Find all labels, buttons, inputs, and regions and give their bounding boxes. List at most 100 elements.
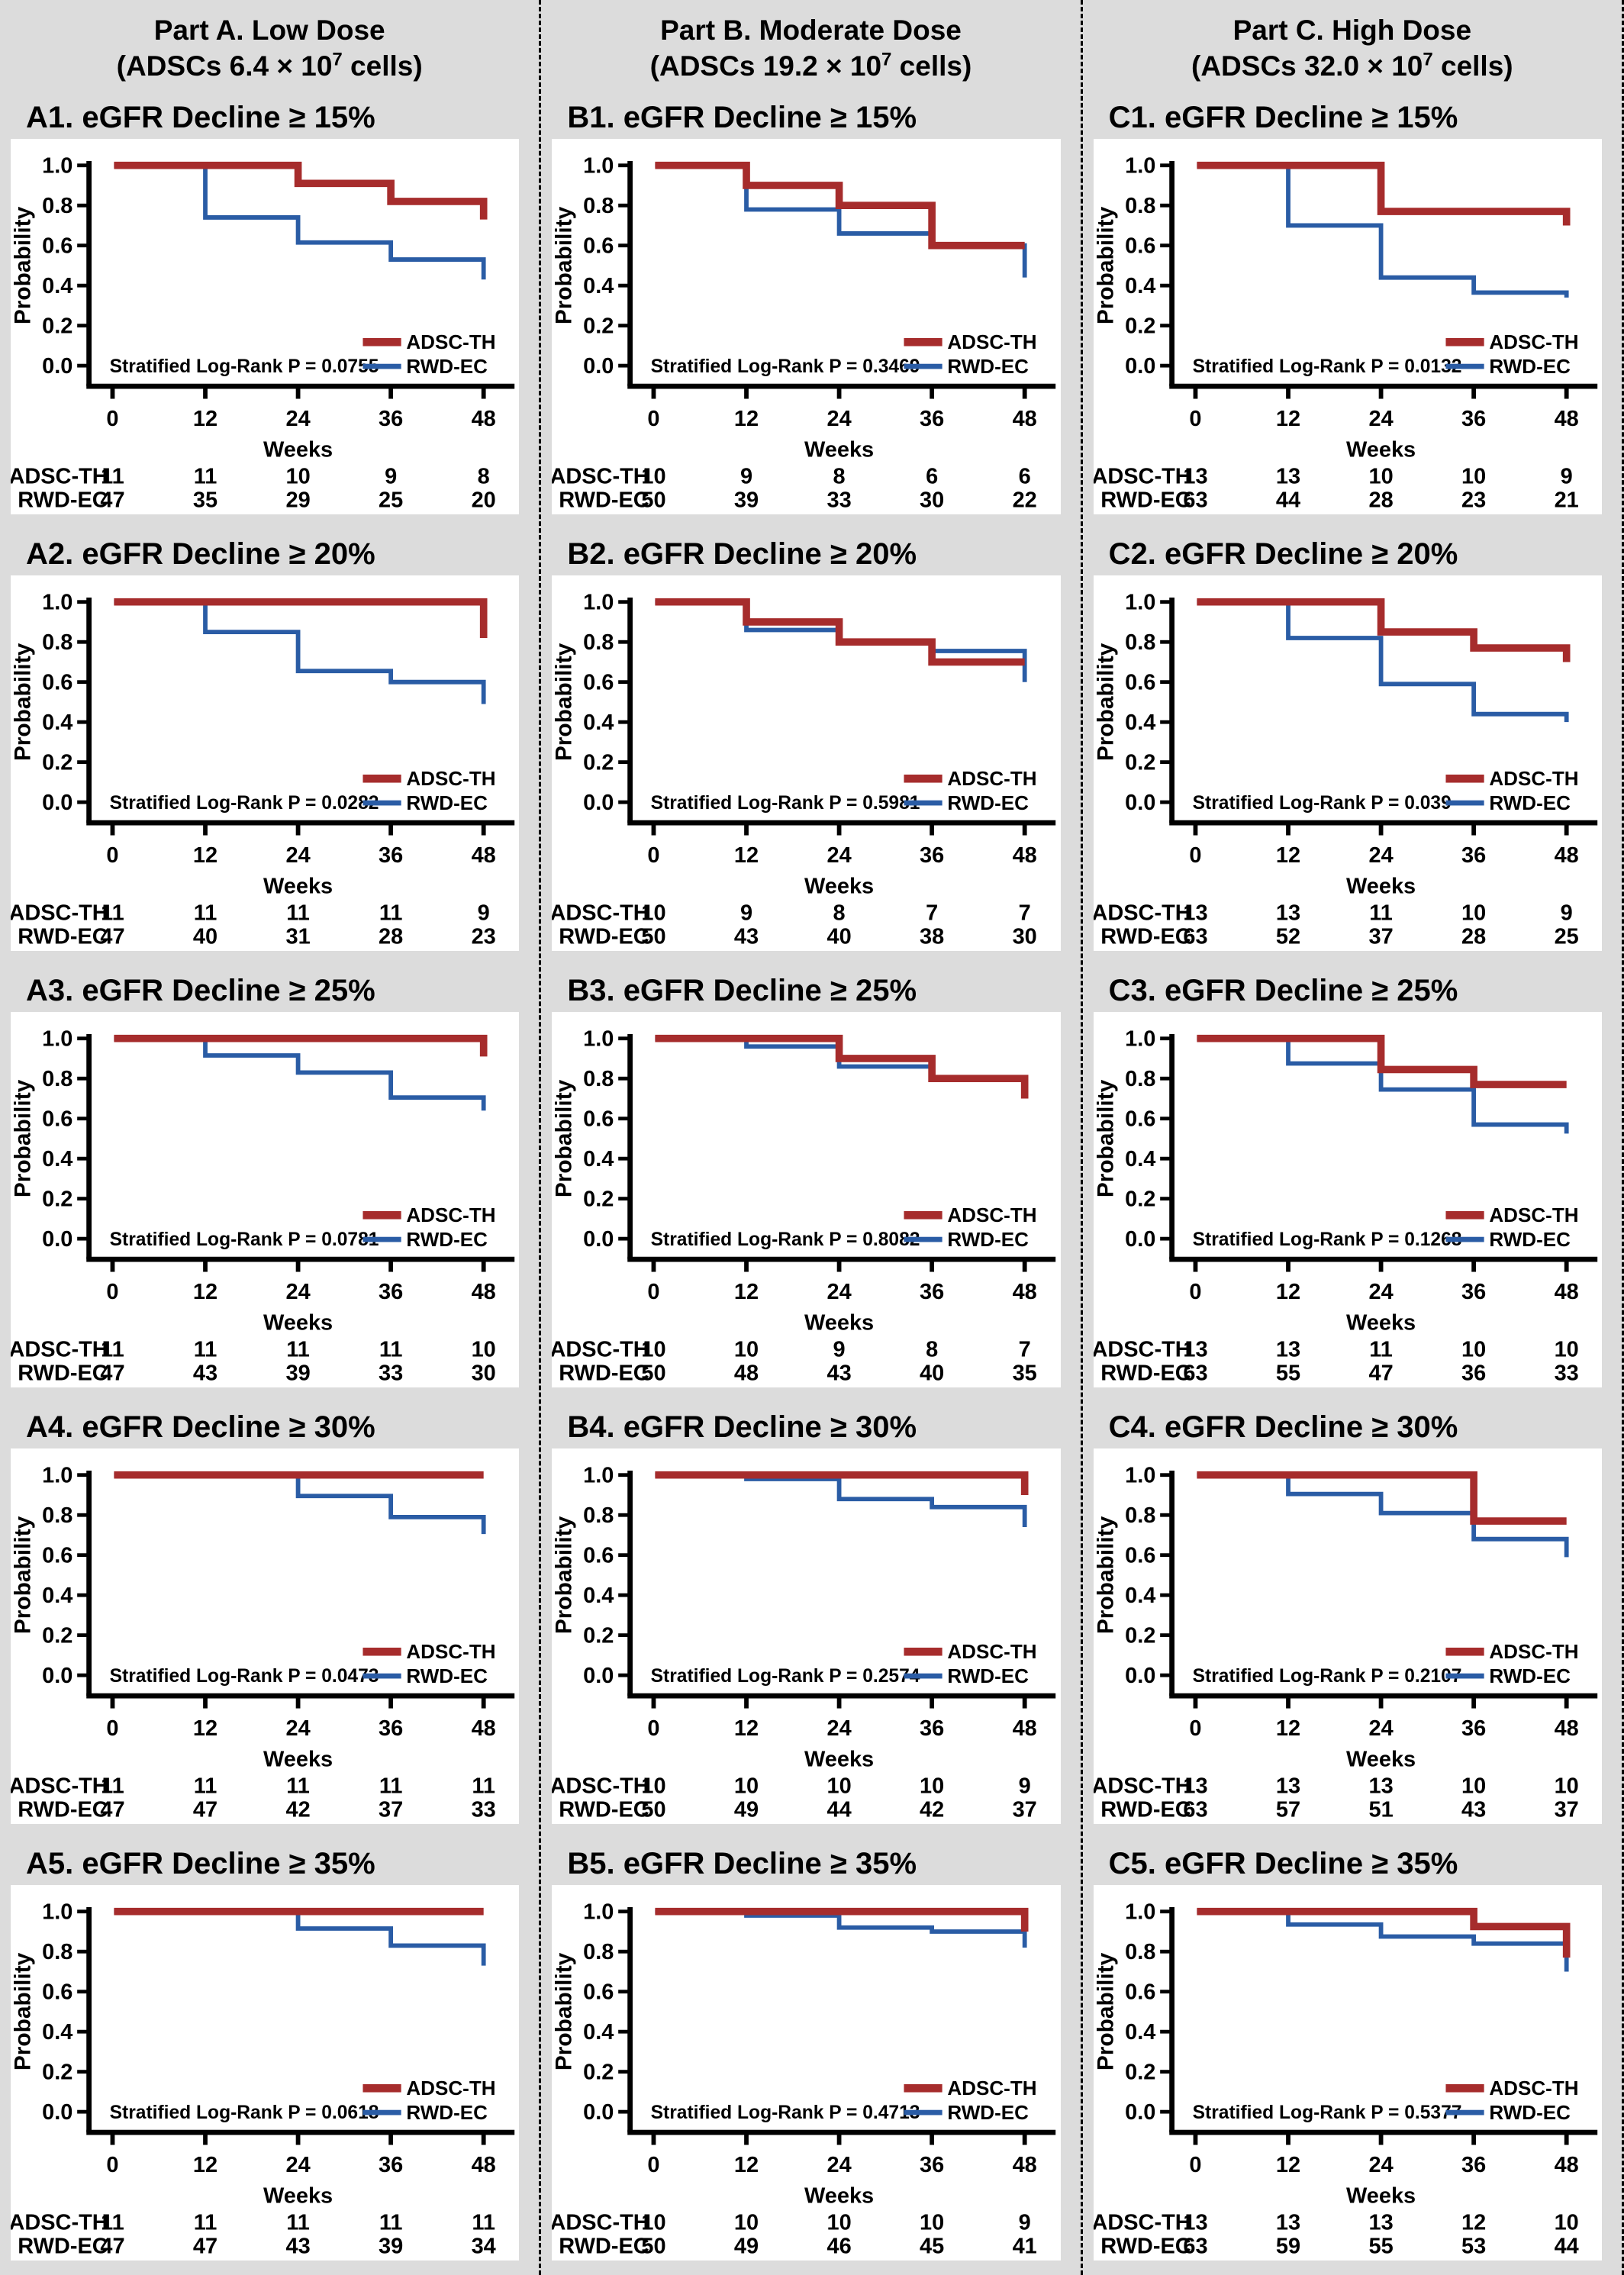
- panel-title: B5. eGFR Decline ≥ 35%: [567, 1847, 917, 1880]
- x-tick-label: 24: [1368, 1716, 1393, 1741]
- x-tick-label: 12: [193, 1280, 218, 1304]
- plot-card: 1.0 0.8 0.6 0.4 0.2 0.0 0 12 24 36 48 Probability We…: [1093, 139, 1602, 514]
- risk-row-adsc-label: ADSC-TH: [1094, 1337, 1191, 1361]
- x-tick-label: 12: [193, 843, 218, 868]
- logrank-p-text: Stratified Log-Rank P = 0.039: [1192, 793, 1451, 814]
- legend-adsc-label: ADSC-TH: [948, 2077, 1037, 2099]
- x-tick-label: 24: [285, 407, 310, 431]
- at-risk-count: 7: [1019, 1337, 1031, 1361]
- at-risk-count: 6: [926, 464, 938, 488]
- y-tick-label: 0.4: [583, 2020, 614, 2045]
- legend-adsc-swatch: [904, 1210, 942, 1220]
- y-tick-label: 0.8: [42, 1940, 72, 1964]
- legend-adsc-swatch: [1445, 1647, 1484, 1656]
- at-risk-count: 11: [1369, 901, 1393, 925]
- at-risk-count: 10: [1461, 1337, 1486, 1361]
- y-tick-label: 0.6: [42, 670, 72, 694]
- at-risk-count: 38: [920, 924, 944, 949]
- y-tick-label: 0.0: [42, 791, 72, 815]
- y-tick-label: 0.2: [42, 1623, 72, 1648]
- legend-adsc-swatch: [1445, 337, 1484, 346]
- x-tick-label: 48: [472, 1716, 496, 1741]
- at-risk-count: 43: [1461, 1797, 1486, 1822]
- x-tick-label: 36: [920, 407, 944, 431]
- x-tick-label: 12: [1276, 1716, 1300, 1741]
- weeks-axis-label: Weeks: [1346, 438, 1416, 462]
- legend-rwd-swatch: [904, 2109, 942, 2115]
- rwd-ec-curve: [114, 163, 486, 280]
- legend-adsc-swatch: [362, 337, 401, 346]
- logrank-p-prefix: Stratified Log-Rank P =: [1192, 1229, 1404, 1250]
- y-tick-label: 0.8: [583, 1940, 614, 1964]
- legend-adsc-swatch: [1445, 2083, 1484, 2093]
- weeks-axis-label: Weeks: [1346, 875, 1416, 899]
- y-tick-label: 0.2: [42, 314, 72, 338]
- at-risk-count: 34: [472, 2234, 496, 2258]
- km-chart-svg: 1.0 0.8 0.6 0.4 0.2 0.0 0 12 24 36 48 Probability We…: [1094, 590, 1597, 949]
- y-tick-label: 0.6: [42, 1543, 72, 1568]
- y-tick-label: 0.2: [583, 1623, 614, 1648]
- legend-adsc-label: ADSC-TH: [1489, 2077, 1578, 2099]
- legend-adsc-swatch: [1445, 774, 1484, 783]
- at-risk-count: 43: [734, 924, 759, 949]
- at-risk-count: 13: [1183, 464, 1207, 488]
- x-tick-label: 36: [920, 2153, 944, 2177]
- logrank-p-text: Stratified Log-Rank P = 0.2574: [651, 1666, 920, 1687]
- at-risk-count: 37: [1013, 1797, 1037, 1822]
- y-tick-label: 0.8: [583, 1067, 614, 1091]
- at-risk-count: 11: [194, 1337, 218, 1361]
- y-tick-label: 0.4: [583, 1584, 614, 1608]
- at-risk-count: 7: [1019, 901, 1031, 925]
- weeks-axis-label: Weeks: [263, 1311, 333, 1336]
- y-tick-label: 0.6: [583, 670, 614, 694]
- logrank-p-text: Stratified Log-Rank P = 0.4713: [651, 2103, 920, 2123]
- legend-rwd-label: RWD-EC: [1489, 2101, 1571, 2124]
- y-tick-label: 0.4: [583, 1147, 614, 1171]
- y-tick-label: 0.6: [583, 1107, 614, 1131]
- at-risk-count: 49: [734, 2234, 759, 2258]
- at-risk-count: 28: [1368, 488, 1393, 512]
- at-risk-count: 50: [642, 2234, 666, 2258]
- at-risk-count: 11: [101, 1774, 124, 1798]
- at-risk-count: 11: [101, 2210, 124, 2235]
- x-tick-label: 24: [1368, 1280, 1393, 1304]
- y-tick-label: 0.2: [1125, 1187, 1155, 1211]
- legend-adsc-label: ADSC-TH: [1489, 1204, 1578, 1226]
- risk-row-rwd-label: RWD-EC: [1100, 488, 1191, 512]
- at-risk-count: 11: [194, 464, 218, 488]
- at-risk-count: 47: [100, 488, 124, 512]
- at-risk-count: 37: [1554, 1797, 1578, 1822]
- adsc-th-curve: [1197, 1471, 1567, 1525]
- y-tick-label: 0.6: [583, 234, 614, 258]
- at-risk-count: 9: [740, 901, 752, 925]
- at-risk-count: 10: [642, 1337, 666, 1361]
- km-chart-svg: 1.0 0.8 0.6 0.4 0.2 0.0 0 12 24 36 48 Probability We…: [11, 1900, 515, 2258]
- y-tick-label: 0.0: [42, 354, 72, 379]
- at-risk-count: 47: [100, 1797, 124, 1822]
- legend-adsc-label: ADSC-TH: [406, 1204, 495, 1226]
- legend-adsc-label: ADSC-TH: [406, 330, 495, 353]
- risk-row-rwd-label: RWD-EC: [18, 488, 108, 512]
- column-header-line1: Part A. Low Dose: [153, 15, 385, 46]
- plot-card: 1.0 0.8 0.6 0.4 0.2 0.0 0 12 24 36 48 Probability We…: [552, 139, 1061, 514]
- logrank-p-text: Stratified Log-Rank P = 0.0755: [110, 356, 379, 377]
- at-risk-count: 10: [734, 1774, 759, 1798]
- legend-rwd-label: RWD-EC: [948, 1664, 1030, 1687]
- plot-card: 1.0 0.8 0.6 0.4 0.2 0.0 0 12 24 36 48 Probability We…: [552, 575, 1061, 951]
- x-tick-label: 24: [827, 1280, 852, 1304]
- x-tick-label: 48: [1013, 2153, 1037, 2177]
- at-risk-count: 47: [100, 2234, 124, 2258]
- adsc-th-curve: [114, 1034, 488, 1057]
- y-tick-label: 0.2: [1125, 2060, 1155, 2084]
- weeks-axis-label: Weeks: [1346, 2184, 1416, 2209]
- y-tick-label: 0.0: [583, 354, 614, 379]
- risk-row-rwd-label: RWD-EC: [18, 1361, 108, 1385]
